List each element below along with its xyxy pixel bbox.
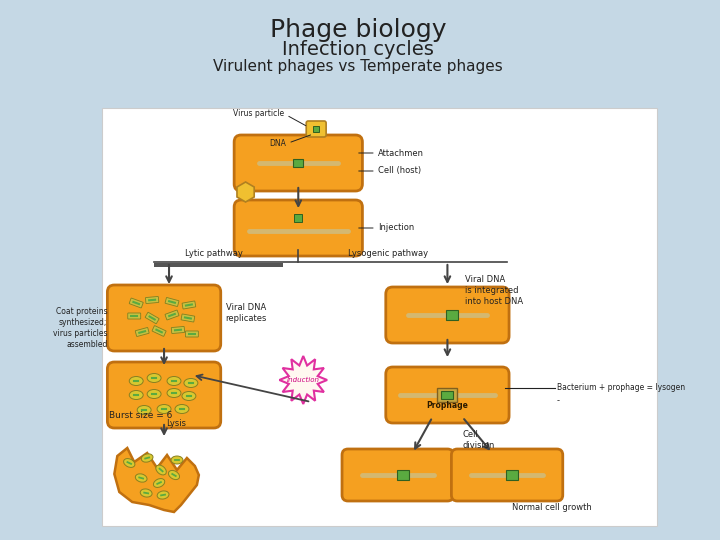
Text: Virulent phages vs Temperate phages: Virulent phages vs Temperate phages: [213, 59, 503, 74]
Text: Cell (host): Cell (host): [378, 166, 421, 176]
FancyBboxPatch shape: [165, 310, 179, 320]
Ellipse shape: [153, 478, 165, 488]
Text: Phage biology: Phage biology: [270, 18, 446, 42]
FancyBboxPatch shape: [342, 449, 454, 501]
Ellipse shape: [140, 489, 152, 497]
Ellipse shape: [168, 470, 179, 480]
Bar: [438, 388, 457, 402]
FancyBboxPatch shape: [102, 108, 657, 526]
Text: Induction: Induction: [287, 377, 320, 383]
Ellipse shape: [135, 474, 147, 482]
FancyBboxPatch shape: [181, 314, 194, 322]
FancyBboxPatch shape: [234, 200, 362, 256]
Ellipse shape: [147, 374, 161, 382]
Bar: [294, 214, 302, 222]
Text: Bacterium + prophage = lysogen: Bacterium + prophage = lysogen: [557, 383, 685, 393]
Bar: [313, 126, 319, 132]
FancyBboxPatch shape: [306, 121, 326, 137]
Text: Viral DNA
replicates: Viral DNA replicates: [225, 302, 267, 323]
FancyBboxPatch shape: [152, 326, 166, 336]
Bar: [397, 470, 409, 480]
Ellipse shape: [167, 388, 181, 397]
Ellipse shape: [141, 454, 153, 462]
Ellipse shape: [130, 390, 143, 400]
FancyBboxPatch shape: [127, 313, 140, 319]
Ellipse shape: [156, 465, 166, 475]
FancyBboxPatch shape: [145, 312, 159, 323]
Ellipse shape: [157, 491, 169, 499]
Bar: [446, 310, 459, 320]
FancyBboxPatch shape: [386, 367, 509, 423]
FancyBboxPatch shape: [182, 301, 196, 309]
FancyBboxPatch shape: [386, 287, 509, 343]
FancyBboxPatch shape: [451, 449, 563, 501]
Ellipse shape: [157, 404, 171, 414]
Polygon shape: [279, 356, 327, 404]
Text: Burst size = 6: Burst size = 6: [109, 410, 173, 420]
Ellipse shape: [130, 376, 143, 386]
Ellipse shape: [124, 458, 135, 468]
Text: Lysogenic pathway: Lysogenic pathway: [348, 249, 428, 258]
Ellipse shape: [182, 392, 196, 401]
FancyBboxPatch shape: [107, 285, 221, 351]
Text: -: -: [557, 396, 559, 405]
Bar: [293, 159, 303, 167]
FancyBboxPatch shape: [186, 331, 198, 337]
Text: Coat proteins
synthesized;
virus particles
assembled: Coat proteins synthesized; virus particl…: [53, 307, 107, 349]
Text: Infection cycles: Infection cycles: [282, 40, 434, 59]
Ellipse shape: [167, 376, 181, 386]
FancyBboxPatch shape: [107, 362, 221, 428]
Text: Normal cell growth: Normal cell growth: [512, 503, 592, 512]
Text: Lytic pathway: Lytic pathway: [185, 249, 243, 258]
FancyBboxPatch shape: [130, 298, 143, 308]
Text: DNA: DNA: [269, 139, 287, 148]
FancyBboxPatch shape: [234, 135, 362, 191]
Ellipse shape: [138, 406, 151, 415]
FancyBboxPatch shape: [171, 327, 184, 334]
Polygon shape: [114, 448, 199, 512]
FancyBboxPatch shape: [145, 296, 159, 303]
Ellipse shape: [184, 379, 198, 388]
Text: Viral DNA
is integrated
into host DNA: Viral DNA is integrated into host DNA: [465, 275, 523, 306]
Text: Cell
division: Cell division: [462, 430, 495, 450]
Bar: [154, 263, 284, 267]
Ellipse shape: [171, 456, 183, 464]
Text: Attachmen: Attachmen: [378, 148, 424, 158]
Text: Injection: Injection: [378, 224, 414, 233]
Bar: [441, 391, 454, 399]
Ellipse shape: [175, 404, 189, 414]
Text: Prophage: Prophage: [426, 401, 468, 409]
FancyBboxPatch shape: [135, 328, 149, 336]
FancyBboxPatch shape: [165, 298, 179, 307]
Ellipse shape: [147, 389, 161, 399]
Bar: [506, 470, 518, 480]
Text: Lysis: Lysis: [166, 418, 186, 428]
Text: Virus particle: Virus particle: [233, 110, 284, 118]
